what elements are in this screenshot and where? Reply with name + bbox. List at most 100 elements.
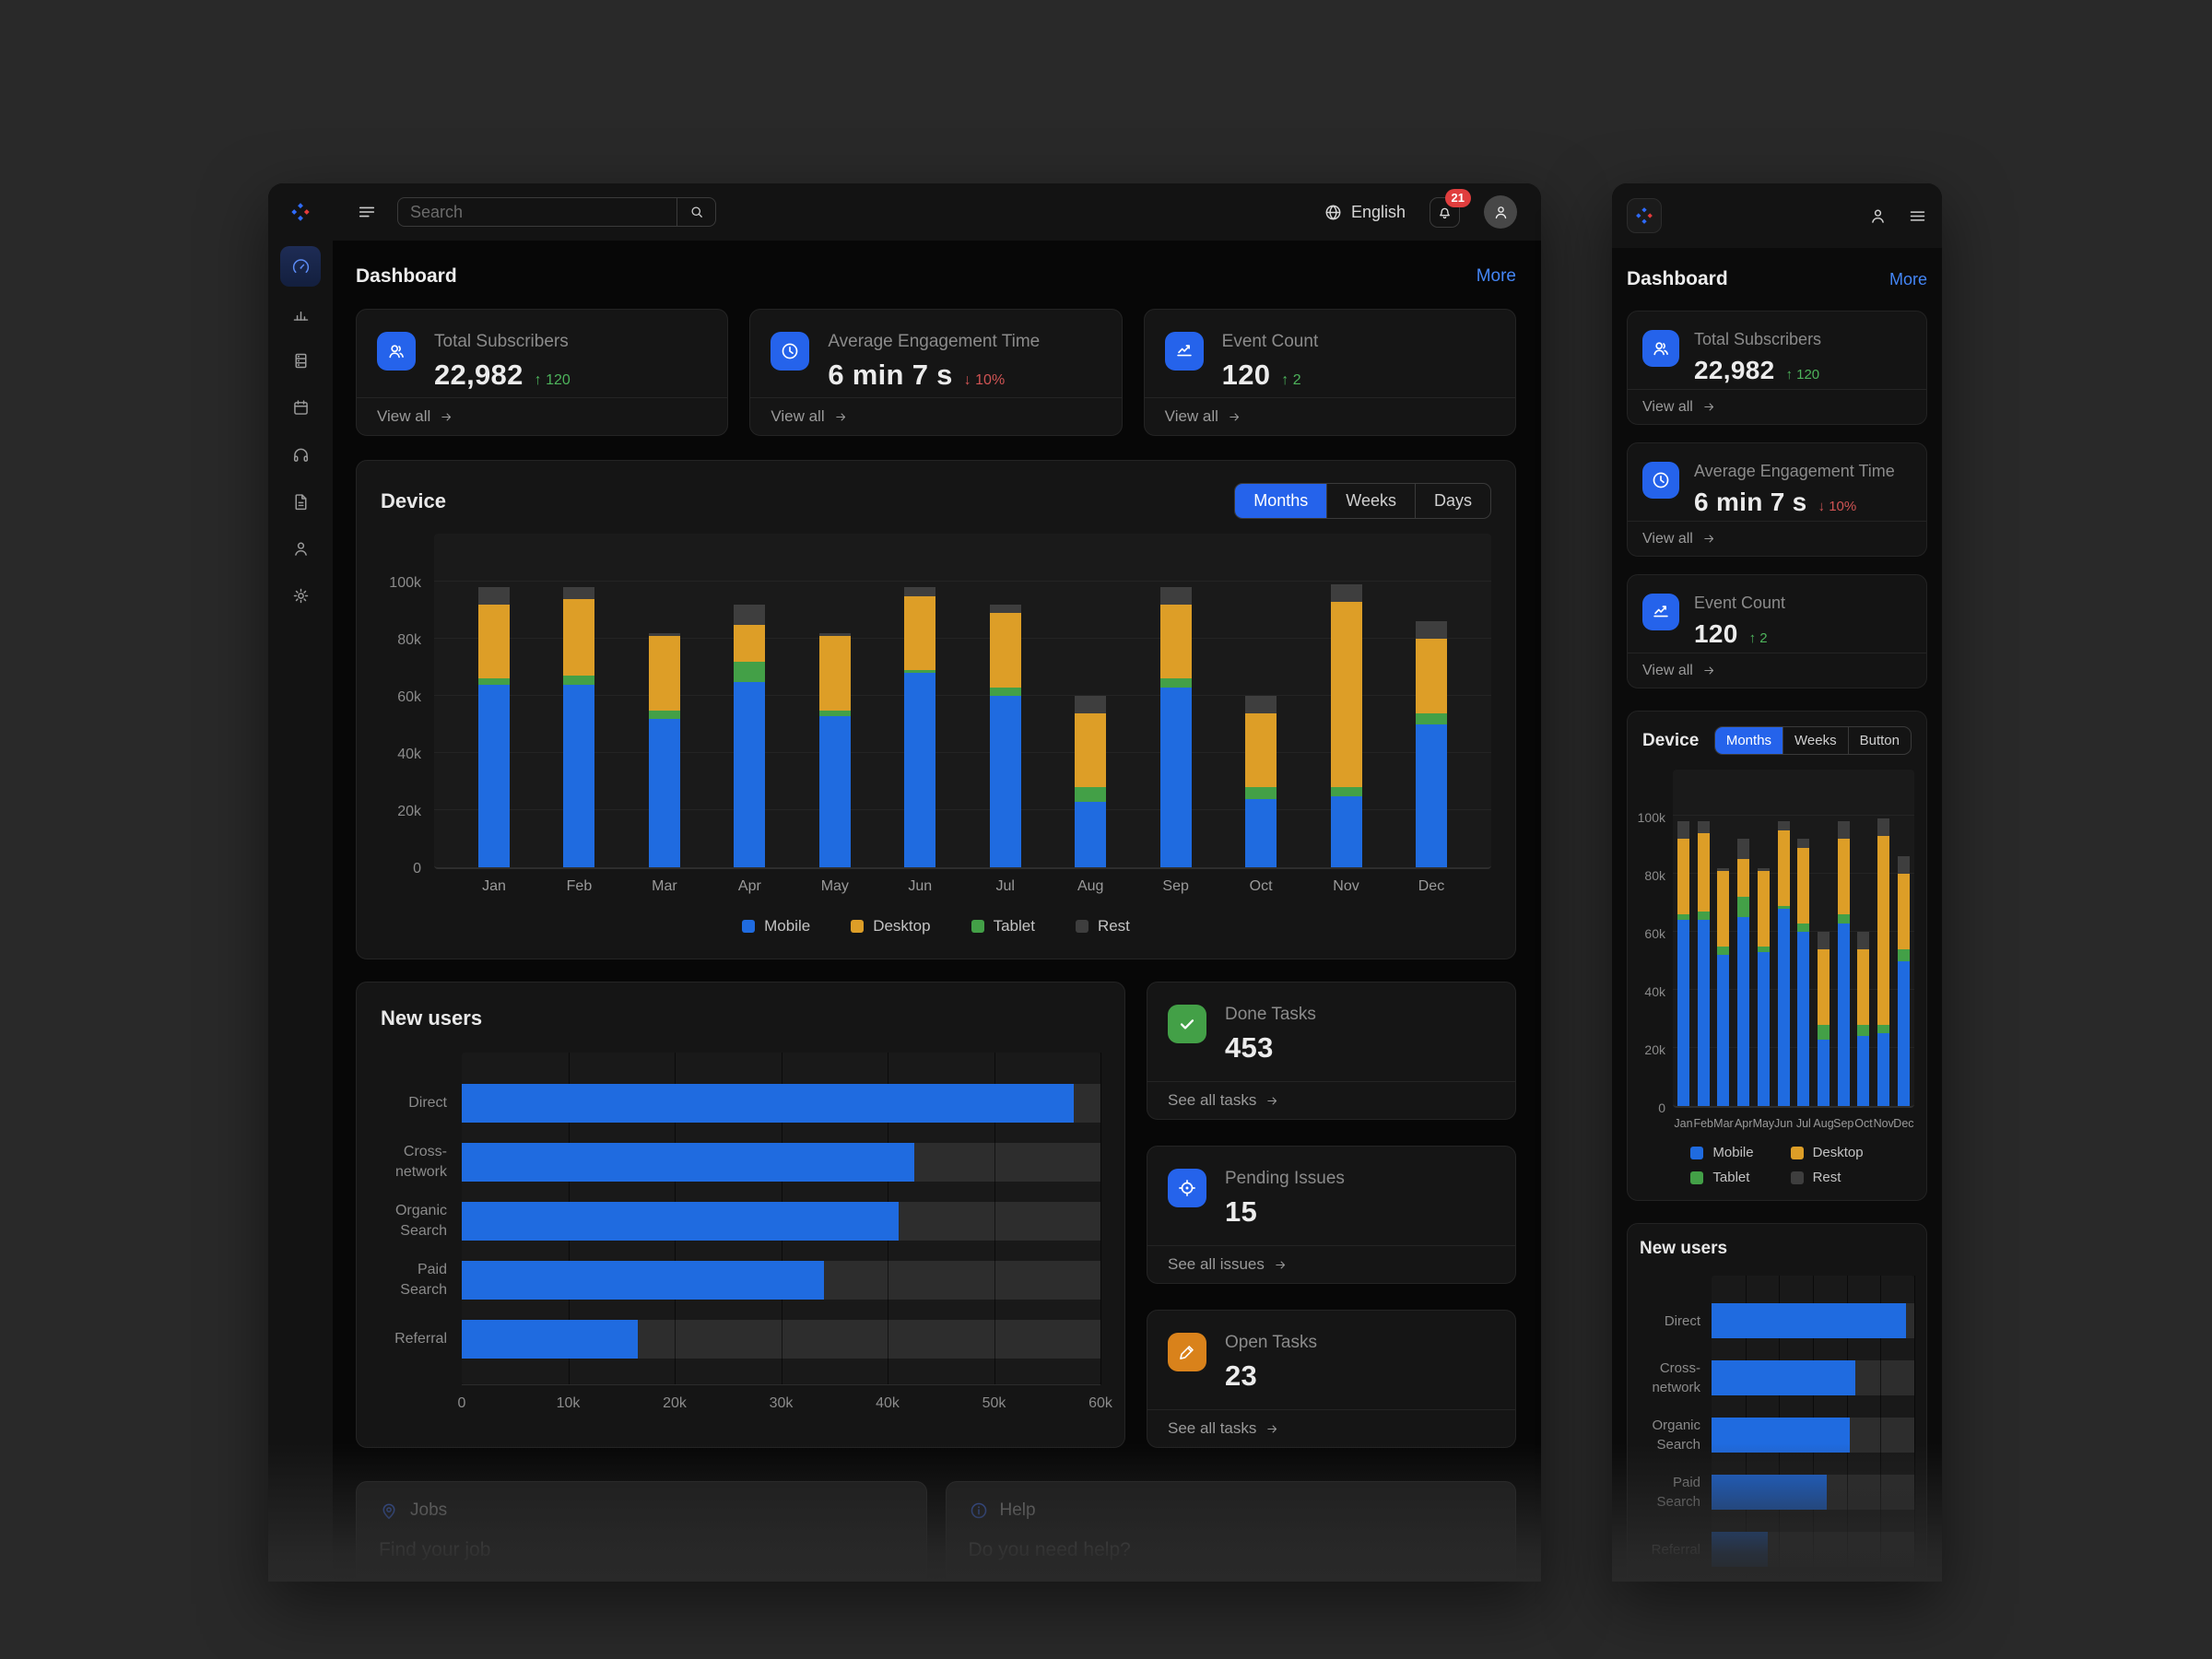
headphones-icon [293,448,308,462]
bar-segment-mobile [1818,1039,1830,1106]
view-all-link[interactable]: View all [1628,389,1926,424]
bar-segment-mobile [1897,960,1910,1106]
bar-mar [648,632,680,867]
bar-segment-desktop [1897,874,1910,949]
stat-value: 22,982 [434,359,524,391]
info-icon [971,1502,986,1519]
gridline [1673,873,1914,874]
subscribers-icon [389,345,404,359]
view-all-label: View all [1642,662,1693,678]
view-all-label: View all [1164,407,1218,425]
footer-card-subtitle: Find your job [379,1539,491,1560]
legend-label: Rest [1812,1170,1841,1185]
sidebar-item-calendar[interactable] [280,387,321,428]
category-label-organic-search: Organic Search [394,1202,447,1239]
arrow-right-icon [1702,400,1716,414]
legend-swatch [1790,1146,1804,1159]
language-selector[interactable]: English [1324,203,1406,222]
tab-days[interactable]: Days [1414,484,1490,518]
bar-segment-desktop [989,613,1021,688]
tab-weeks[interactable]: Weeks [1783,727,1848,754]
device-card-title: Device [1642,730,1700,750]
bar-segment-rest [1245,696,1277,713]
y-tick-label: 60k [1644,926,1665,941]
view-all-link[interactable]: See all issues [1147,1245,1515,1283]
notifications-button[interactable]: 21 [1430,188,1471,228]
bar-cross-network [462,1143,914,1182]
bar-segment-rest [563,587,595,599]
more-link[interactable]: More [1888,269,1927,288]
stat-title: Total Subscribers [434,332,569,351]
category-label-paid-search: Paid Search [1656,1475,1700,1510]
bar-segment-tablet [1877,1024,1890,1034]
arrow-right-icon [1267,1097,1277,1104]
x-tick-label: Jun [908,878,933,894]
tab-months[interactable]: Months [1714,727,1783,754]
x-tick-label: Oct [1249,878,1273,894]
stat-value: 22,982 [1694,356,1775,384]
view-all-label: See all tasks [1168,1091,1257,1109]
x-tick-label: Sep [1833,1117,1854,1130]
sidebar-item-bar-chart[interactable] [280,293,321,334]
category-label-paid-search: Paid Search [400,1261,447,1298]
app-logo[interactable] [289,183,312,241]
sidebar-item-gauge[interactable] [280,246,321,287]
view-all-link[interactable]: View all [1144,397,1515,435]
sidebar-item-server[interactable] [280,340,321,381]
bar-sep [1159,587,1192,867]
jobs-card[interactable]: Jobs Find your job [356,1481,927,1582]
sidebar-item-document[interactable] [280,481,321,522]
bar-segment-rest [1818,932,1830,949]
search-input[interactable] [398,198,677,226]
tab-button[interactable]: Button [1847,727,1911,754]
task-value: 23 [1225,1359,1258,1392]
search-button[interactable] [677,198,715,226]
bar-segment-rest [1159,587,1192,605]
y-tick-label: 80k [397,632,421,648]
legend-label: Desktop [1812,1145,1864,1160]
user-icon[interactable] [1868,206,1888,226]
menu-icon[interactable] [357,202,377,222]
clock-icon [771,332,810,371]
x-tick-label: Aug [1813,1117,1834,1130]
menu-icon[interactable] [1908,206,1927,226]
x-tick-label: Dec [1893,1117,1914,1130]
chart-legend: Mobile Desktop Tablet Rest [381,917,1491,935]
tab-months[interactable]: Months [1235,484,1327,518]
bar-segment-desktop [1877,836,1890,1025]
view-all-link[interactable]: See all tasks [1147,1409,1515,1447]
bar-track-cross-network [462,1143,1100,1182]
mobile-app-window: Dashboard More Total Subscribers 22,982 ↑ … [1612,183,1942,1582]
bar-segment-tablet [1797,923,1810,932]
view-all-label: View all [1642,530,1693,547]
view-all-link[interactable]: View all [1628,653,1926,688]
app-logo[interactable] [1627,198,1662,233]
view-all-link[interactable]: View all [750,397,1122,435]
sidebar-item-user[interactable] [280,528,321,569]
sidebar-item-headphones[interactable] [280,434,321,475]
new-users-chart: Direct Cross-network Organic Search Paid Sear… [381,1053,1112,1414]
tab-weeks[interactable]: Weeks [1326,484,1415,518]
view-all-link[interactable]: See all tasks [1147,1081,1515,1119]
y-tick-label: 100k [389,575,421,591]
more-link[interactable]: More [1476,266,1516,286]
stat-delta: ↓ 10% [963,372,1006,388]
clock-icon [1653,472,1669,488]
bar-segment-tablet [1897,948,1910,961]
bar-segment-rest [1075,696,1107,713]
bell-icon [1440,207,1450,218]
legend-item-rest: Rest [1075,917,1130,935]
view-all-link[interactable]: View all [357,397,728,435]
sidebar-item-settings[interactable] [280,575,321,616]
bar-segment-mobile [1777,908,1790,1106]
footer-card-title: Jobs [410,1500,448,1520]
help-card[interactable]: Help Do you need help? [945,1481,1516,1582]
view-all-link[interactable]: View all [1628,521,1926,556]
arrow-right-icon [1230,413,1240,420]
bar-segment-desktop [1245,712,1277,788]
y-tick-label: 40k [1644,984,1665,999]
bar-segment-rest [1330,584,1362,602]
bar-apr [734,604,766,867]
avatar[interactable] [1484,195,1517,229]
